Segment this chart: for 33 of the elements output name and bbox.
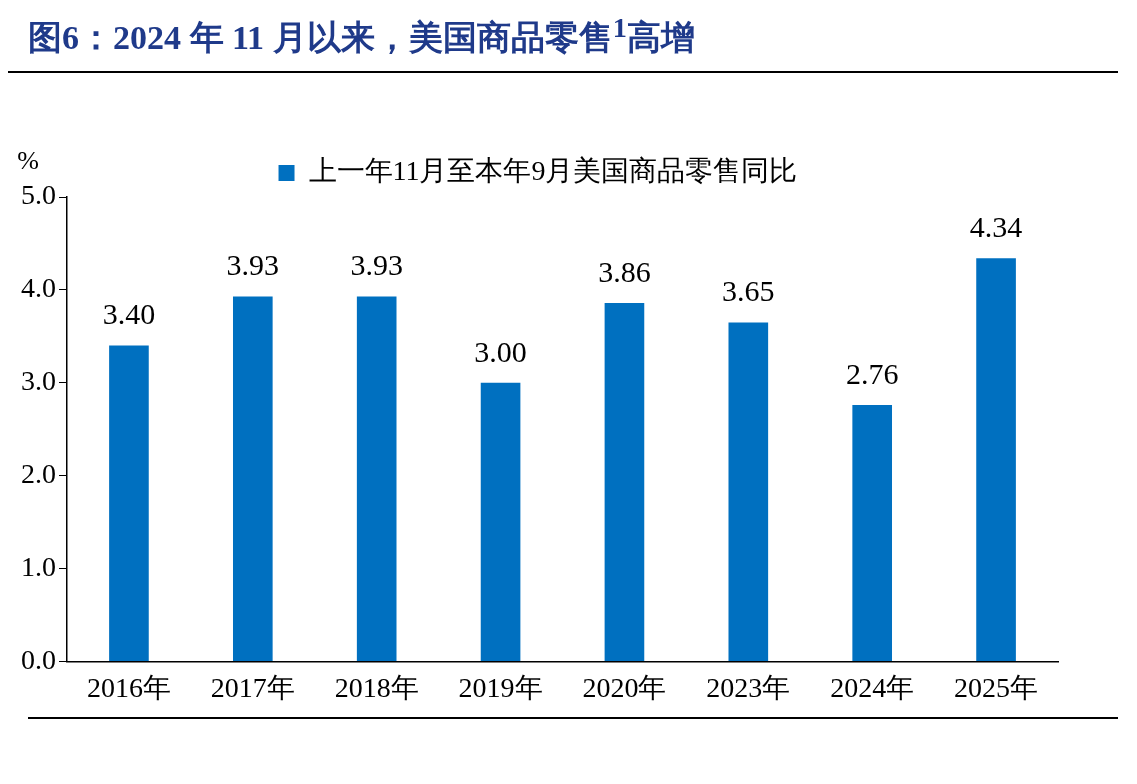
bar bbox=[604, 303, 645, 662]
x-tick-label: 2020年 bbox=[582, 671, 667, 703]
y-tick-label: 0.0 bbox=[21, 644, 56, 676]
bar bbox=[480, 383, 521, 662]
bar bbox=[728, 322, 769, 662]
legend-label: 上一年11月至本年9月美国商品零售同比 bbox=[308, 155, 798, 187]
bar bbox=[109, 345, 149, 662]
bar bbox=[976, 258, 1016, 662]
data-label: 3.40 bbox=[102, 297, 156, 331]
data-label: 4.34 bbox=[969, 210, 1023, 244]
x-tick-label: 2024年 bbox=[830, 671, 915, 703]
data-label: 3.93 bbox=[226, 248, 280, 282]
x-tick-label: 2018年 bbox=[334, 671, 419, 703]
y-tick-label: 5.0 bbox=[21, 179, 56, 211]
data-label: 3.93 bbox=[350, 248, 403, 282]
data-label: 3.86 bbox=[598, 255, 651, 289]
x-tick-label: 2019年 bbox=[458, 671, 543, 703]
x-tick-label: 2016年 bbox=[86, 671, 171, 703]
data-label: 3.00 bbox=[474, 334, 527, 368]
bar bbox=[232, 296, 273, 662]
x-tick-label: 2025年 bbox=[954, 671, 1039, 703]
y-tick-label: 3.0 bbox=[21, 365, 56, 397]
bar bbox=[852, 405, 893, 662]
y-tick-label: 1.0 bbox=[21, 551, 56, 583]
data-label: 3.65 bbox=[722, 274, 775, 308]
x-tick-label: 2023年 bbox=[706, 671, 791, 703]
y-tick-label: 4.0 bbox=[21, 272, 56, 304]
x-tick-label: 2017年 bbox=[210, 671, 295, 703]
chart-title: 图6：2024 年 11 月以来，美国商品零售$^{1}$高增 bbox=[8, 8, 1118, 74]
y-tick-label: 2.0 bbox=[21, 458, 56, 490]
bar bbox=[356, 296, 397, 662]
y-axis-title: % bbox=[17, 146, 39, 176]
data-label: 2.76 bbox=[845, 357, 899, 391]
